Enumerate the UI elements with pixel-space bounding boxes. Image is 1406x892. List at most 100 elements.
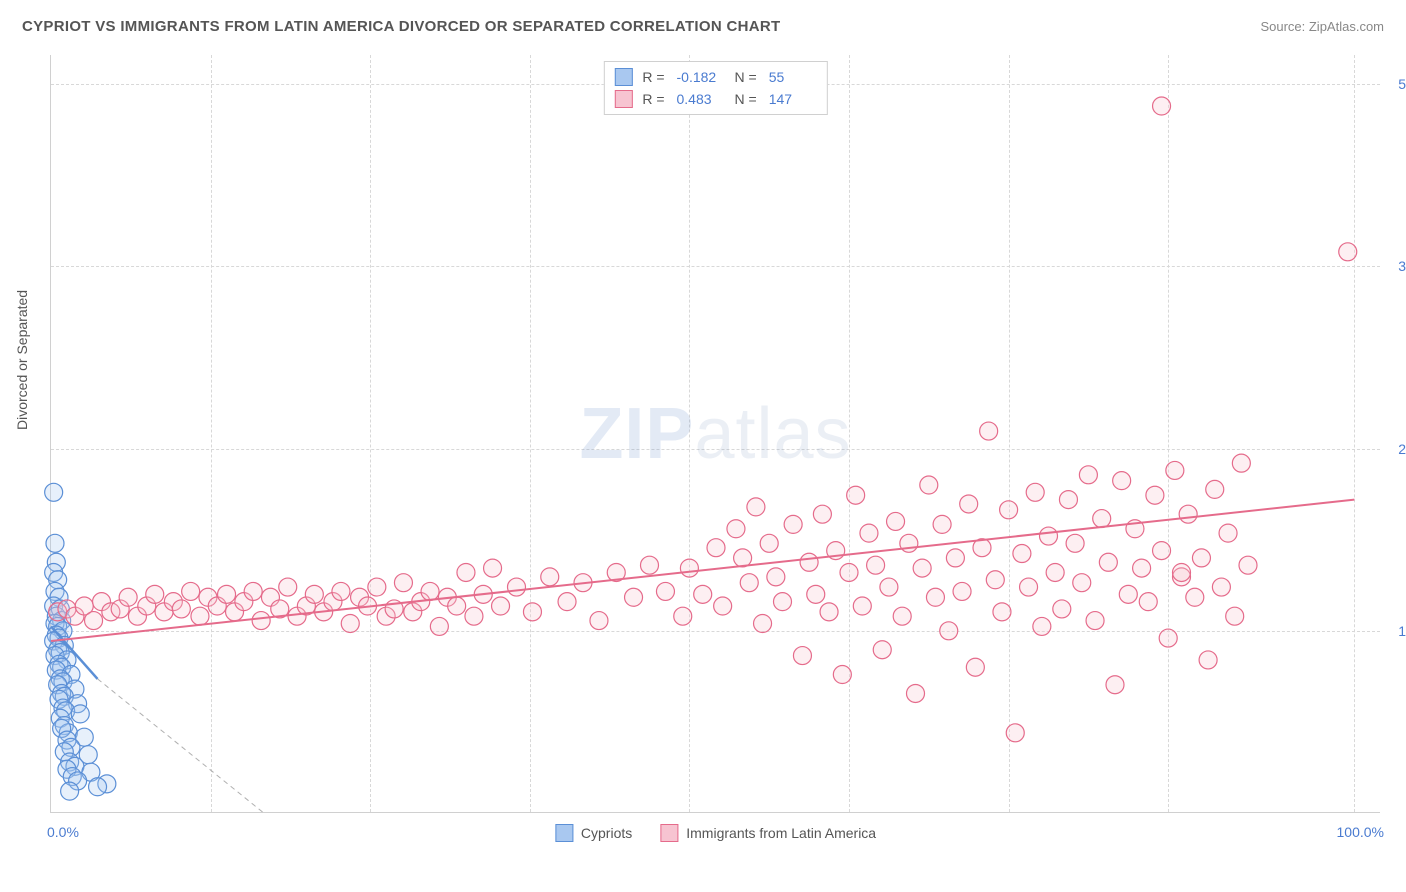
legend-r-label: R = [642, 88, 664, 110]
scatter-point [800, 553, 818, 571]
scatter-point [46, 534, 64, 552]
scatter-point [793, 647, 811, 665]
scatter-point [913, 559, 931, 577]
scatter-point [940, 622, 958, 640]
scatter-point [774, 593, 792, 611]
legend-series: Cypriots Immigrants from Latin America [555, 824, 876, 842]
scatter-point [1232, 454, 1250, 472]
scatter-point [840, 563, 858, 581]
scatter-point [1086, 612, 1104, 630]
scatter-point [1093, 510, 1111, 528]
scatter-point [1239, 556, 1257, 574]
scatter-point [760, 534, 778, 552]
scatter-point [960, 495, 978, 513]
scatter-point [558, 593, 576, 611]
scatter-point [430, 617, 448, 635]
scatter-point [1119, 585, 1137, 603]
scatter-point [1226, 607, 1244, 625]
scatter-point [305, 585, 323, 603]
scatter-point [933, 515, 951, 533]
scatter-point [986, 571, 1004, 589]
scatter-point [625, 588, 643, 606]
scatter-point [368, 578, 386, 596]
scatter-point [1153, 542, 1171, 560]
scatter-point [727, 520, 745, 538]
scatter-point [847, 486, 865, 504]
scatter-point [1212, 578, 1230, 596]
legend-series-label: Cypriots [581, 825, 632, 841]
scatter-point [880, 578, 898, 596]
scatter-point [1186, 588, 1204, 606]
scatter-point [1059, 491, 1077, 509]
scatter-point [867, 556, 885, 574]
scatter-point [953, 582, 971, 600]
scatter-point [448, 597, 466, 615]
legend-swatch [614, 90, 632, 108]
scatter-point [907, 684, 925, 702]
legend-swatch [614, 68, 632, 86]
scatter-point [218, 585, 236, 603]
scatter-point [1179, 505, 1197, 523]
scatter-point [900, 534, 918, 552]
scatter-point [1099, 553, 1117, 571]
scatter-point [734, 549, 752, 567]
scatter-point [61, 782, 79, 800]
scatter-point [754, 615, 772, 633]
scatter-point [1173, 563, 1191, 581]
scatter-point [1013, 545, 1031, 563]
scatter-point [813, 505, 831, 523]
scatter-point [1046, 563, 1064, 581]
y-tick-label: 12.5% [1386, 623, 1406, 639]
legend-n-label: N = [735, 66, 757, 88]
scatter-point [980, 422, 998, 440]
scatter-point [279, 578, 297, 596]
scatter-point [119, 588, 137, 606]
scatter-point [807, 585, 825, 603]
legend-series-item: Cypriots [555, 824, 632, 842]
scatter-point [784, 515, 802, 533]
scatter-point [966, 658, 984, 676]
scatter-point [523, 603, 541, 621]
scatter-point [465, 607, 483, 625]
scatter-point [541, 568, 559, 586]
scatter-point [656, 582, 674, 600]
scatter-point [244, 582, 262, 600]
scatter-point [1026, 483, 1044, 501]
legend-swatch [555, 824, 573, 842]
scatter-chart-svg [51, 55, 1380, 812]
scatter-point [1153, 97, 1171, 115]
regression-extension-dashed [98, 679, 264, 813]
legend-series-label: Immigrants from Latin America [686, 825, 876, 841]
scatter-point [946, 549, 964, 567]
scatter-point [926, 588, 944, 606]
scatter-point [674, 607, 692, 625]
scatter-point [1159, 629, 1177, 647]
scatter-point [191, 607, 209, 625]
scatter-point [740, 574, 758, 592]
y-tick-label: 25.0% [1386, 441, 1406, 457]
scatter-point [767, 568, 785, 586]
scatter-point [694, 585, 712, 603]
legend-n-value: 55 [765, 66, 817, 88]
scatter-point [1192, 549, 1210, 567]
source-attribution: Source: ZipAtlas.com [1260, 19, 1384, 34]
y-axis-label: Divorced or Separated [14, 290, 30, 430]
scatter-point [341, 615, 359, 633]
scatter-point [1073, 574, 1091, 592]
scatter-point [457, 563, 475, 581]
scatter-point [590, 612, 608, 630]
scatter-point [893, 607, 911, 625]
chart-title: CYPRIOT VS IMMIGRANTS FROM LATIN AMERICA… [22, 18, 780, 35]
scatter-point [887, 512, 905, 530]
scatter-point [394, 574, 412, 592]
scatter-point [820, 603, 838, 621]
scatter-point [1000, 501, 1018, 519]
x-axis-min-label: 0.0% [47, 824, 79, 840]
scatter-point [1139, 593, 1157, 611]
scatter-point [146, 585, 164, 603]
scatter-point [1113, 472, 1131, 490]
scatter-point [1006, 724, 1024, 742]
scatter-point [484, 559, 502, 577]
scatter-point [182, 582, 200, 600]
scatter-point [747, 498, 765, 516]
